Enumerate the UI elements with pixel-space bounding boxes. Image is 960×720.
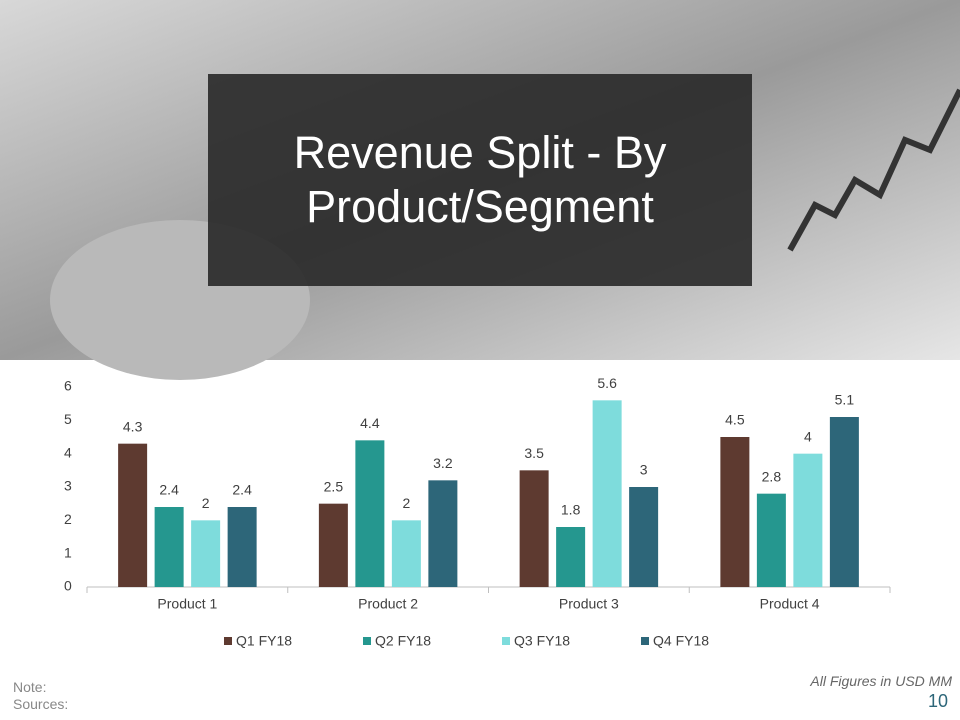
data-label: 3 bbox=[640, 462, 648, 478]
data-label: 4.4 bbox=[360, 415, 380, 431]
note: Note: bbox=[13, 679, 47, 695]
data-label: 2.8 bbox=[762, 468, 782, 484]
page-number: 10 bbox=[927, 691, 948, 711]
bar bbox=[592, 400, 622, 587]
bar bbox=[829, 417, 859, 587]
data-label: 3.5 bbox=[524, 445, 544, 461]
legend-label: Q3 FY18 bbox=[514, 633, 570, 649]
y-tick-label: 0 bbox=[64, 578, 72, 594]
data-label: 4.3 bbox=[123, 418, 143, 434]
data-label: 1.8 bbox=[561, 502, 581, 518]
data-label: 2 bbox=[202, 495, 210, 511]
legend-label: Q4 FY18 bbox=[653, 633, 709, 649]
x-tick-label: Product 3 bbox=[559, 596, 619, 612]
data-label: 5.1 bbox=[835, 392, 855, 408]
bar bbox=[227, 507, 257, 587]
bar bbox=[428, 480, 458, 587]
bar bbox=[318, 503, 348, 587]
y-tick-label: 6 bbox=[64, 378, 72, 394]
legend-swatch bbox=[224, 637, 232, 645]
bar bbox=[629, 487, 659, 587]
y-tick-label: 3 bbox=[64, 478, 72, 494]
bar bbox=[391, 520, 421, 587]
y-tick-label: 2 bbox=[64, 511, 72, 527]
x-tick-label: Product 2 bbox=[358, 596, 418, 612]
slide-title: Revenue Split - By Product/Segment bbox=[293, 127, 667, 232]
x-tick-label: Product 4 bbox=[760, 596, 820, 612]
bar bbox=[793, 453, 823, 587]
y-tick-label: 4 bbox=[64, 444, 72, 460]
data-label: 2 bbox=[402, 495, 410, 511]
bar bbox=[756, 493, 786, 587]
legend-label: Q2 FY18 bbox=[375, 633, 431, 649]
data-label: 5.6 bbox=[597, 375, 617, 391]
bar bbox=[355, 440, 385, 587]
y-tick-label: 5 bbox=[64, 411, 72, 427]
bar bbox=[154, 507, 184, 587]
legend-swatch bbox=[363, 637, 371, 645]
legend-label: Q1 FY18 bbox=[236, 633, 292, 649]
legend-swatch bbox=[641, 637, 649, 645]
units-note: All Figures in USD MM bbox=[810, 673, 952, 689]
bar bbox=[720, 437, 750, 587]
y-tick-label: 1 bbox=[64, 544, 72, 560]
bar bbox=[118, 443, 148, 587]
x-tick-label: Product 1 bbox=[157, 596, 217, 612]
decor-line bbox=[787, 88, 960, 252]
data-label: 2.5 bbox=[324, 478, 344, 494]
data-label: 4 bbox=[804, 428, 812, 444]
data-label: 2.4 bbox=[232, 482, 252, 498]
legend-swatch bbox=[502, 637, 510, 645]
sources: Sources: bbox=[13, 696, 69, 712]
bar bbox=[519, 470, 549, 587]
data-label: 3.2 bbox=[433, 455, 453, 471]
bar bbox=[191, 520, 221, 587]
bar bbox=[556, 527, 586, 587]
data-label: 2.4 bbox=[159, 482, 179, 498]
title-box: Revenue Split - By Product/Segment bbox=[208, 74, 752, 286]
data-label: 4.5 bbox=[725, 412, 745, 428]
